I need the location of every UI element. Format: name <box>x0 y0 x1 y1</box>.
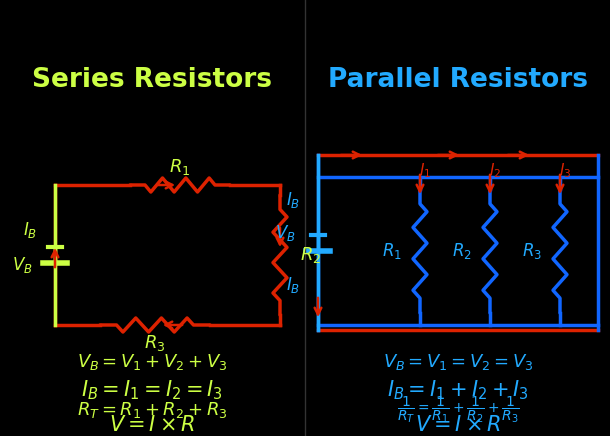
Text: $V = I \times R$: $V = I \times R$ <box>109 415 195 435</box>
Text: $I_B = I_1 = I_2 = I_3$: $I_B = I_1 = I_2 = I_3$ <box>81 378 223 402</box>
Text: $I_3$: $I_3$ <box>559 162 571 181</box>
Text: $V_B$: $V_B$ <box>12 255 33 275</box>
Text: $R_1$: $R_1$ <box>382 241 402 261</box>
Text: $\dfrac{1}{R_T} = \dfrac{1}{R_1} + \dfrac{1}{R_2} + \dfrac{1}{R_3}$: $\dfrac{1}{R_T} = \dfrac{1}{R_1} + \dfra… <box>396 395 520 426</box>
Text: $V_B = V_1 + V_2 + V_3$: $V_B = V_1 + V_2 + V_3$ <box>77 352 228 372</box>
Text: $V = I \times R$: $V = I \times R$ <box>415 415 501 435</box>
Text: $I_2$: $I_2$ <box>489 162 501 181</box>
Text: $R_2$: $R_2$ <box>452 241 472 261</box>
Text: $R_1$: $R_1$ <box>170 157 191 177</box>
Text: $I_B = I_1 + I_2 + I_3$: $I_B = I_1 + I_2 + I_3$ <box>387 378 529 402</box>
Text: $R_3$: $R_3$ <box>522 241 542 261</box>
Text: $R_T = R_1 + R_2 + R_3$: $R_T = R_1 + R_2 + R_3$ <box>77 400 228 420</box>
Text: Series Resistors: Series Resistors <box>32 67 272 93</box>
Text: $I_B$: $I_B$ <box>23 220 37 240</box>
Text: $V_B$: $V_B$ <box>275 223 296 243</box>
Text: $I_B$: $I_B$ <box>286 275 300 295</box>
Text: $V_B = V_1 = V_2 = V_3$: $V_B = V_1 = V_2 = V_3$ <box>382 352 533 372</box>
Text: $R_2$: $R_2$ <box>300 245 321 265</box>
Text: $I_B$: $I_B$ <box>286 190 300 210</box>
Text: $R_3$: $R_3$ <box>145 333 166 353</box>
Text: Parallel Resistors: Parallel Resistors <box>328 67 588 93</box>
Text: $I_1$: $I_1$ <box>419 162 431 181</box>
